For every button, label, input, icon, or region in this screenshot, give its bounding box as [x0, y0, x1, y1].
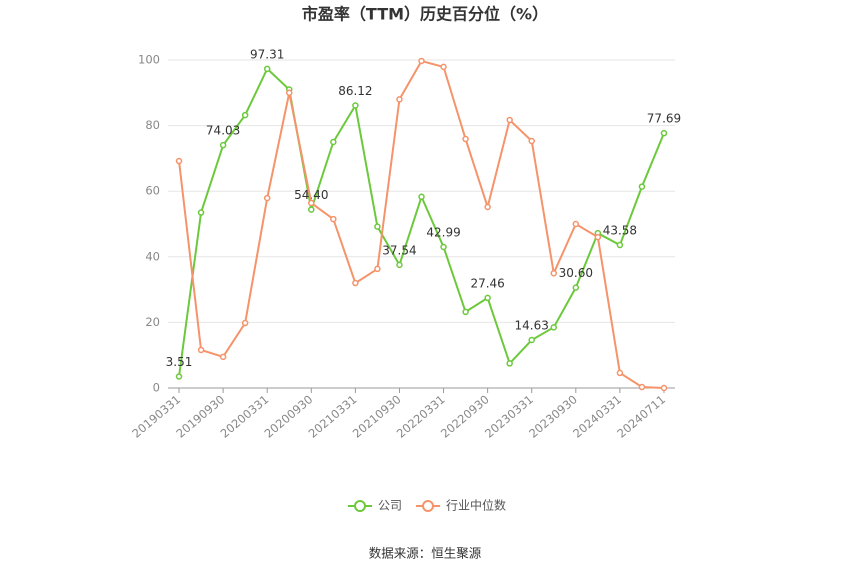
point: [175, 373, 183, 380]
chart-title: 市盈率（TTM）历史百分位（%）: [302, 5, 548, 24]
data-label: 43.58: [603, 224, 637, 238]
point: [440, 243, 447, 251]
data-label: 3.51: [166, 355, 193, 369]
point: [374, 223, 381, 230]
point: [528, 336, 535, 344]
series-line: [178, 59, 665, 389]
point: [462, 308, 469, 316]
point: [396, 96, 403, 103]
point: [506, 360, 513, 367]
point: [462, 135, 469, 143]
point: [175, 157, 183, 165]
point: [285, 89, 293, 97]
point: [263, 65, 271, 73]
point: [263, 194, 271, 202]
data-label: 97.31: [250, 47, 284, 61]
point: [352, 279, 359, 287]
data-label: 77.69: [647, 112, 681, 126]
point: [660, 384, 668, 392]
point: [396, 261, 403, 269]
point: [418, 57, 425, 65]
point: [550, 269, 558, 277]
series-line: [178, 67, 665, 377]
point: [550, 324, 558, 331]
point: [484, 203, 491, 211]
data-label: 54.40: [294, 188, 328, 202]
x-tick-label: 20240711: [614, 392, 668, 440]
point: [330, 138, 337, 146]
point: [308, 206, 315, 213]
point: [330, 215, 337, 223]
legend-label: 公司: [378, 499, 402, 513]
legend-marker: [422, 500, 435, 512]
point: [241, 319, 249, 327]
point: [616, 241, 624, 249]
point: [638, 383, 646, 391]
point: [660, 129, 668, 137]
y-tick-label: 0: [153, 381, 160, 395]
point: [572, 220, 580, 228]
point: [219, 353, 227, 361]
point: [638, 183, 646, 190]
point: [197, 209, 205, 216]
y-tick-label: 60: [145, 184, 160, 198]
point: [241, 111, 249, 119]
y-tick-label: 80: [145, 118, 160, 132]
y-tick-label: 100: [138, 53, 160, 67]
point: [572, 284, 580, 291]
point: [374, 265, 381, 273]
data-label: 42.99: [426, 225, 460, 239]
point: [594, 233, 602, 241]
point: [197, 346, 205, 354]
legend-marker: [354, 500, 366, 512]
point: [506, 116, 513, 124]
point: [352, 102, 359, 109]
data-label: 27.46: [470, 276, 504, 290]
point: [616, 369, 624, 377]
point: [484, 294, 491, 302]
point: [440, 63, 447, 71]
data-label: 30.60: [559, 266, 593, 280]
y-tick-label: 40: [145, 249, 160, 263]
point: [219, 141, 227, 149]
y-tick-label: 20: [145, 315, 160, 329]
legend-label: 行业中位数: [446, 498, 506, 513]
point: [308, 199, 315, 207]
data-label: 14.63: [515, 319, 549, 333]
point: [528, 137, 535, 145]
data-label: 37.54: [382, 243, 416, 257]
data-label: 74.03: [206, 124, 240, 138]
point: [418, 193, 425, 201]
source-note: 数据来源：恒生聚源: [369, 546, 482, 561]
data-label: 86.12: [338, 84, 372, 98]
